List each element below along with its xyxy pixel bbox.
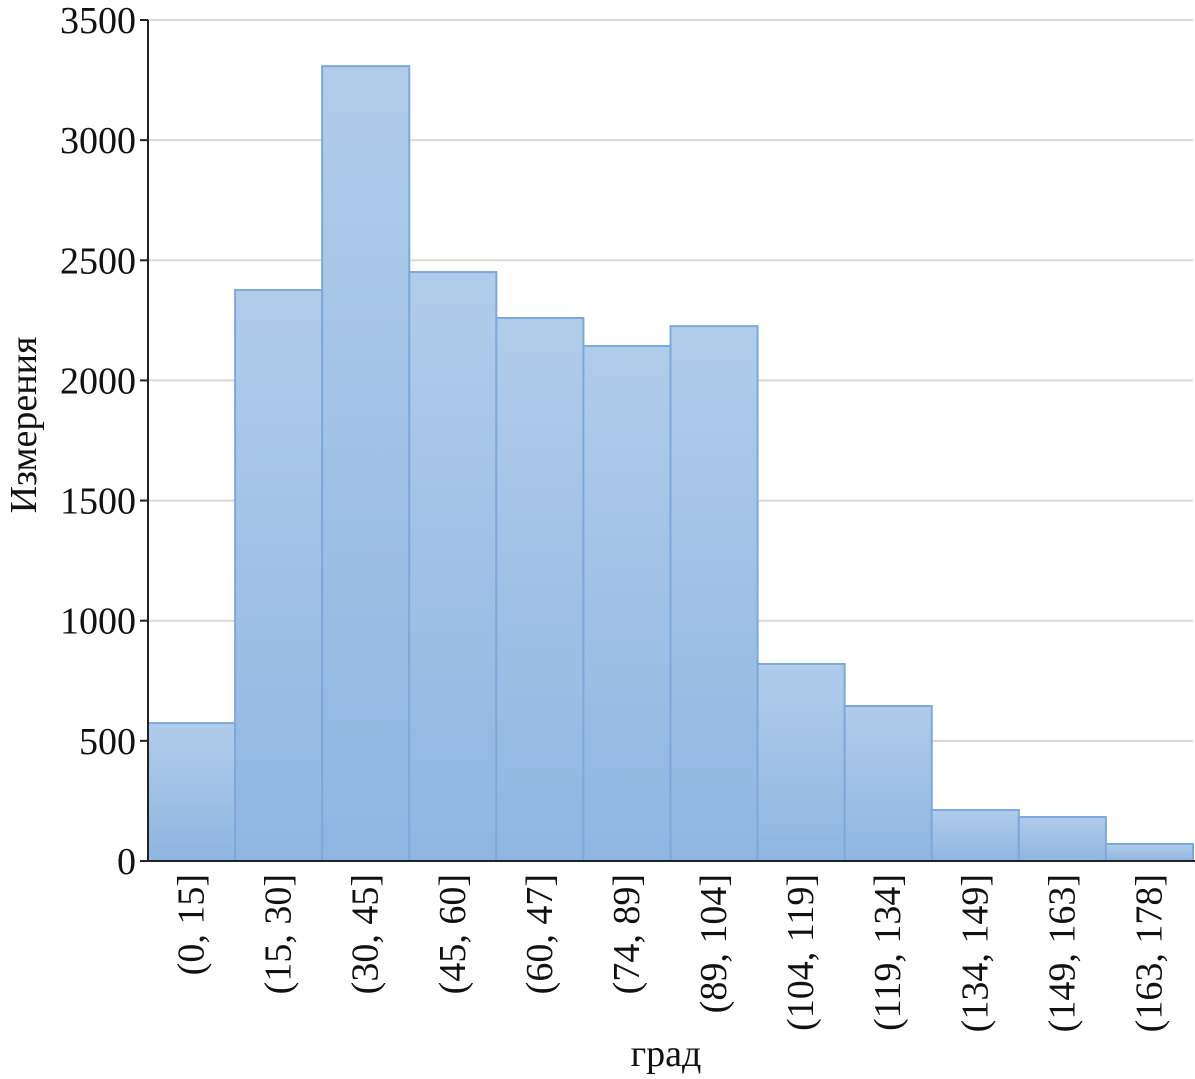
- x-tick-label: (119, 134]: [867, 874, 909, 1031]
- bar: [147, 722, 237, 862]
- y-tick-label: 2500: [60, 240, 136, 282]
- x-tick-label: (0, 15]: [171, 874, 213, 975]
- bar: [582, 345, 672, 863]
- x-axis-label: град: [631, 1033, 702, 1075]
- y-tick-labels: 0 500 1000 1500 2000 2500 3000 3500: [60, 0, 136, 883]
- x-tick-label: (163, 178]: [1128, 874, 1170, 1032]
- bar: [930, 809, 1020, 863]
- x-tick-label: (149, 163]: [1041, 874, 1083, 1032]
- x-tick-label: (45, 60]: [432, 874, 474, 994]
- x-tick-label: (74, 89]: [606, 874, 648, 994]
- x-tick-label: (15, 30]: [258, 874, 300, 994]
- axes: [140, 19, 1195, 862]
- y-tick-label: 1000: [60, 601, 136, 643]
- bar: [234, 289, 324, 863]
- x-tick-label: (30, 45]: [345, 874, 387, 994]
- bar: [495, 316, 585, 862]
- y-tick-label: 3500: [60, 0, 136, 42]
- x-tick-label: (134, 149]: [954, 874, 996, 1032]
- x-tick-labels: (0, 15] (15, 30] (30, 45] (45, 60] (60, 47] (…: [171, 874, 1171, 1032]
- bar: [843, 705, 933, 862]
- bars: [147, 65, 1194, 863]
- bar: [1017, 816, 1107, 862]
- y-axis-label: Измерения: [3, 337, 45, 514]
- y-tick-label: 3000: [60, 120, 136, 162]
- y-tick-label: 2000: [60, 360, 136, 402]
- bar: [408, 271, 498, 863]
- bar: [1104, 842, 1194, 862]
- x-tick-label: (60, 47]: [519, 874, 561, 994]
- x-tick-label: (104, 119]: [780, 874, 822, 1031]
- bar: [669, 325, 759, 862]
- bar: [321, 65, 411, 862]
- y-tick-label: 1500: [60, 481, 136, 523]
- x-tick-label: (89, 104]: [693, 874, 735, 1013]
- bar: [756, 662, 846, 862]
- y-tick-label: 500: [79, 721, 136, 763]
- y-tick-label: 0: [117, 841, 136, 883]
